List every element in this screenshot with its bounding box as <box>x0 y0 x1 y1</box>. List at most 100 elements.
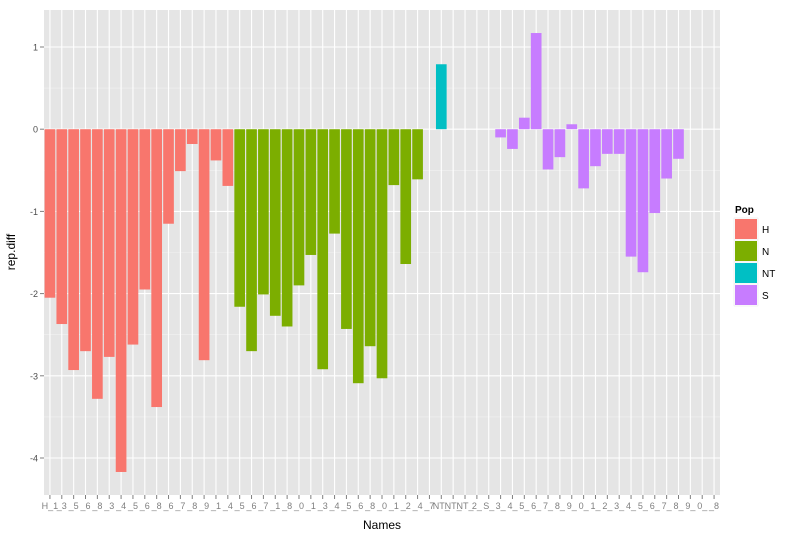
x-tick-label: _1 <box>269 501 280 511</box>
bars <box>44 33 684 472</box>
legend-swatch <box>735 263 757 283</box>
x-tick-label: _3 <box>56 501 67 511</box>
bar <box>258 129 269 295</box>
bar <box>246 129 257 352</box>
y-tick-label: -3 <box>30 371 38 381</box>
bar <box>435 64 447 130</box>
bar <box>281 129 293 327</box>
x-tick-label: _8 <box>91 501 102 511</box>
x-tick-label: _2 <box>400 501 411 511</box>
x-tick-label: 6_ <box>650 501 661 511</box>
bar <box>637 129 649 273</box>
x-tick-label: _9 <box>198 501 209 511</box>
bar <box>566 124 578 130</box>
x-tick-label: 0_ <box>579 501 590 511</box>
bar <box>673 129 684 159</box>
x-tick-label: _8 <box>151 501 162 511</box>
x-tick-label: _0 <box>376 501 387 511</box>
y-tick-label: 1 <box>33 42 38 52</box>
bar <box>341 129 352 329</box>
bar <box>364 129 376 347</box>
x-tick-label: 2_ <box>472 501 483 511</box>
legend-label: S <box>762 291 769 302</box>
bar <box>115 129 127 472</box>
bar <box>412 129 423 180</box>
x-tick-label: _3 <box>103 501 114 511</box>
bar <box>388 129 400 186</box>
bar <box>661 129 672 179</box>
x-tick-label: 8_ <box>673 501 684 511</box>
bar <box>518 117 530 130</box>
bar <box>305 129 317 255</box>
bar <box>68 129 79 371</box>
y-tick-label: 0 <box>33 125 38 135</box>
bar <box>103 129 115 357</box>
x-tick-label: NT_ <box>445 501 463 511</box>
x-tick-label: _7 <box>257 501 268 511</box>
bar <box>151 129 163 408</box>
y-axis-title: rep.diff <box>4 233 18 270</box>
legend-label: N <box>762 247 769 258</box>
x-tick-label: _4 <box>412 501 423 511</box>
x-tick-label: 4_ <box>507 501 518 511</box>
x-tick-label: _5 <box>127 501 138 511</box>
x-tick-label: 3_ <box>496 501 507 511</box>
bar <box>44 129 56 298</box>
bar <box>56 129 68 325</box>
bar <box>92 129 103 399</box>
bar <box>649 129 661 214</box>
x-tick-label: _4 <box>222 501 233 511</box>
x-tick-label: 7_ <box>543 501 554 511</box>
bar <box>186 129 198 144</box>
bar <box>317 129 329 370</box>
bar <box>234 129 246 307</box>
x-tick-label: _8 <box>281 501 292 511</box>
x-tick-label: 0_ <box>697 501 708 511</box>
y-tick-label: -1 <box>30 207 38 217</box>
bar <box>507 129 518 149</box>
x-axis-title: Names <box>363 518 401 532</box>
legend-swatch <box>735 219 757 239</box>
legend-label: NT <box>762 269 775 280</box>
y-tick-label: -4 <box>30 454 38 464</box>
bar <box>495 129 506 138</box>
x-tick-label: 5_ <box>638 501 649 511</box>
x-tick-label: 3_ <box>614 501 625 511</box>
bar <box>222 129 234 186</box>
bar <box>352 129 364 384</box>
x-tick-label: 9_ <box>567 501 578 511</box>
x-tick-label: _4 <box>329 501 340 511</box>
x-tick-label: 9_ <box>685 501 696 511</box>
x-tick-label: _6 <box>163 501 174 511</box>
bar <box>400 129 412 265</box>
x-tick-label: 2_ <box>602 501 613 511</box>
x-tick-label: _4 <box>115 501 126 511</box>
x-tick-label: 7_ <box>662 501 673 511</box>
x-tick-label: _8 <box>708 501 719 511</box>
x-tick-label: S_ <box>483 501 495 511</box>
x-tick-label: _7 <box>423 501 434 511</box>
x-axis-ticks: H_1_3 _5 _6 _8 _3 _4 _5 _6 _8 _6 _7 _8 _9 _1 _4 _5 _6 _7 _… <box>42 495 719 511</box>
x-tick-label: H_1 <box>42 501 59 511</box>
x-tick-label: _5 <box>234 501 245 511</box>
bar <box>198 129 210 361</box>
legend-swatch <box>735 241 757 261</box>
legend-swatch <box>735 285 757 305</box>
legend-title: Pop <box>735 205 754 216</box>
x-tick-label: 1_ <box>590 501 601 511</box>
x-tick-label: _1 <box>388 501 399 511</box>
bar <box>80 129 91 352</box>
bar <box>210 129 222 161</box>
bar <box>269 129 281 316</box>
x-tick-label: _7 <box>174 501 185 511</box>
x-tick-label: 4_ <box>626 501 637 511</box>
x-tick-label: 5_ <box>519 501 530 511</box>
x-tick-label: NT_ <box>433 501 451 511</box>
x-tick-label: _5 <box>68 501 79 511</box>
x-tick-label: 8_ <box>555 501 566 511</box>
x-tick-label: NT_ <box>457 501 475 511</box>
y-tick-label: -2 <box>30 289 38 299</box>
x-tick-label: _3 <box>317 501 328 511</box>
bar <box>601 129 613 154</box>
